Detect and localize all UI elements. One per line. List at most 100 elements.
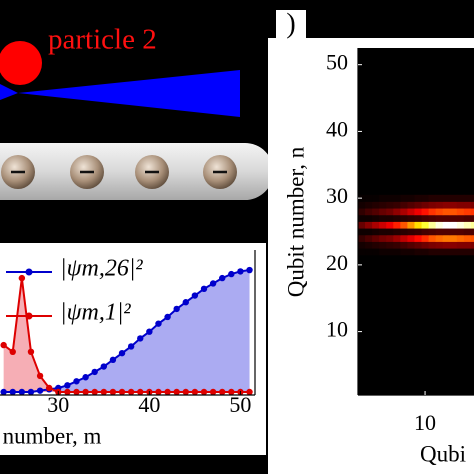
cell (470, 248, 474, 256)
legend-marker (25, 312, 33, 320)
marker (27, 348, 35, 355)
cell (365, 228, 373, 236)
marker (228, 388, 235, 396)
marker (219, 274, 226, 282)
marker (209, 280, 217, 287)
cell (372, 194, 380, 202)
cell (365, 214, 373, 222)
marker (155, 320, 162, 327)
cell (414, 248, 422, 256)
cell (365, 234, 373, 242)
cell (358, 234, 366, 242)
cell (470, 221, 474, 229)
cell (435, 194, 444, 202)
cell (358, 214, 366, 222)
marker (191, 388, 199, 396)
y-tick-label: 20 (326, 250, 348, 275)
cell (386, 214, 394, 222)
cell (421, 228, 429, 236)
cell (414, 208, 422, 216)
cell (449, 228, 458, 236)
marker (18, 388, 26, 396)
cell (435, 228, 444, 236)
cell (400, 194, 408, 202)
marker (246, 388, 253, 396)
marker (191, 292, 199, 299)
cell (449, 248, 458, 256)
cell (365, 201, 373, 209)
cell (456, 221, 465, 229)
cell (470, 208, 474, 216)
cell (414, 214, 422, 222)
y-tick-label: 10 (326, 317, 348, 342)
marker (127, 388, 135, 396)
cell (463, 228, 472, 236)
cell (442, 214, 451, 222)
marker (64, 382, 71, 389)
cell (456, 201, 465, 209)
cell (421, 201, 429, 209)
marker (146, 328, 153, 335)
cell (386, 194, 394, 202)
beam (18, 70, 240, 117)
cell (379, 248, 387, 256)
cell (393, 241, 401, 249)
marker (73, 378, 80, 385)
marker (45, 384, 53, 392)
cell (449, 241, 458, 249)
cell (358, 248, 366, 256)
marker (109, 388, 117, 396)
cell (358, 208, 366, 216)
y-tick-label: 50 (326, 50, 348, 75)
y-tick-label: 40 (326, 116, 348, 141)
cell (379, 201, 387, 209)
cell (379, 221, 387, 229)
marker (137, 388, 144, 396)
marker (173, 388, 180, 396)
cell (435, 214, 444, 222)
cell (414, 234, 422, 242)
cell (393, 208, 401, 216)
cell (463, 194, 472, 202)
cell (372, 201, 380, 209)
cell (414, 201, 422, 209)
cell (386, 228, 394, 236)
cell (449, 194, 458, 202)
marker (200, 285, 208, 293)
cell (435, 208, 444, 216)
area (3, 278, 250, 392)
cell (372, 228, 380, 236)
cell (442, 228, 451, 236)
marker (64, 388, 71, 396)
cell (442, 248, 451, 256)
x-tick-label: 10 (414, 410, 436, 435)
cell (435, 248, 444, 256)
qubits (1, 155, 237, 189)
cell (386, 234, 394, 242)
series-line (3, 277, 250, 393)
cell (428, 234, 437, 242)
cell (449, 201, 458, 209)
cell (372, 221, 380, 229)
series-line (3, 269, 250, 393)
marker (200, 388, 208, 396)
x-tick-label: 40 (138, 392, 160, 417)
cell (449, 234, 458, 242)
marker (18, 274, 26, 282)
cell (400, 201, 408, 209)
marker (182, 388, 189, 396)
cell (470, 214, 474, 222)
x-tick-label: 50 (229, 392, 251, 417)
cell (463, 201, 472, 209)
cell (365, 194, 373, 202)
cell (456, 248, 465, 256)
cell (442, 241, 451, 249)
cell (449, 214, 458, 222)
marker (27, 388, 35, 396)
cell (400, 234, 408, 242)
cell (400, 248, 408, 256)
marker (109, 356, 117, 364)
cell (386, 208, 394, 216)
cell (414, 221, 422, 229)
cell (400, 221, 408, 229)
